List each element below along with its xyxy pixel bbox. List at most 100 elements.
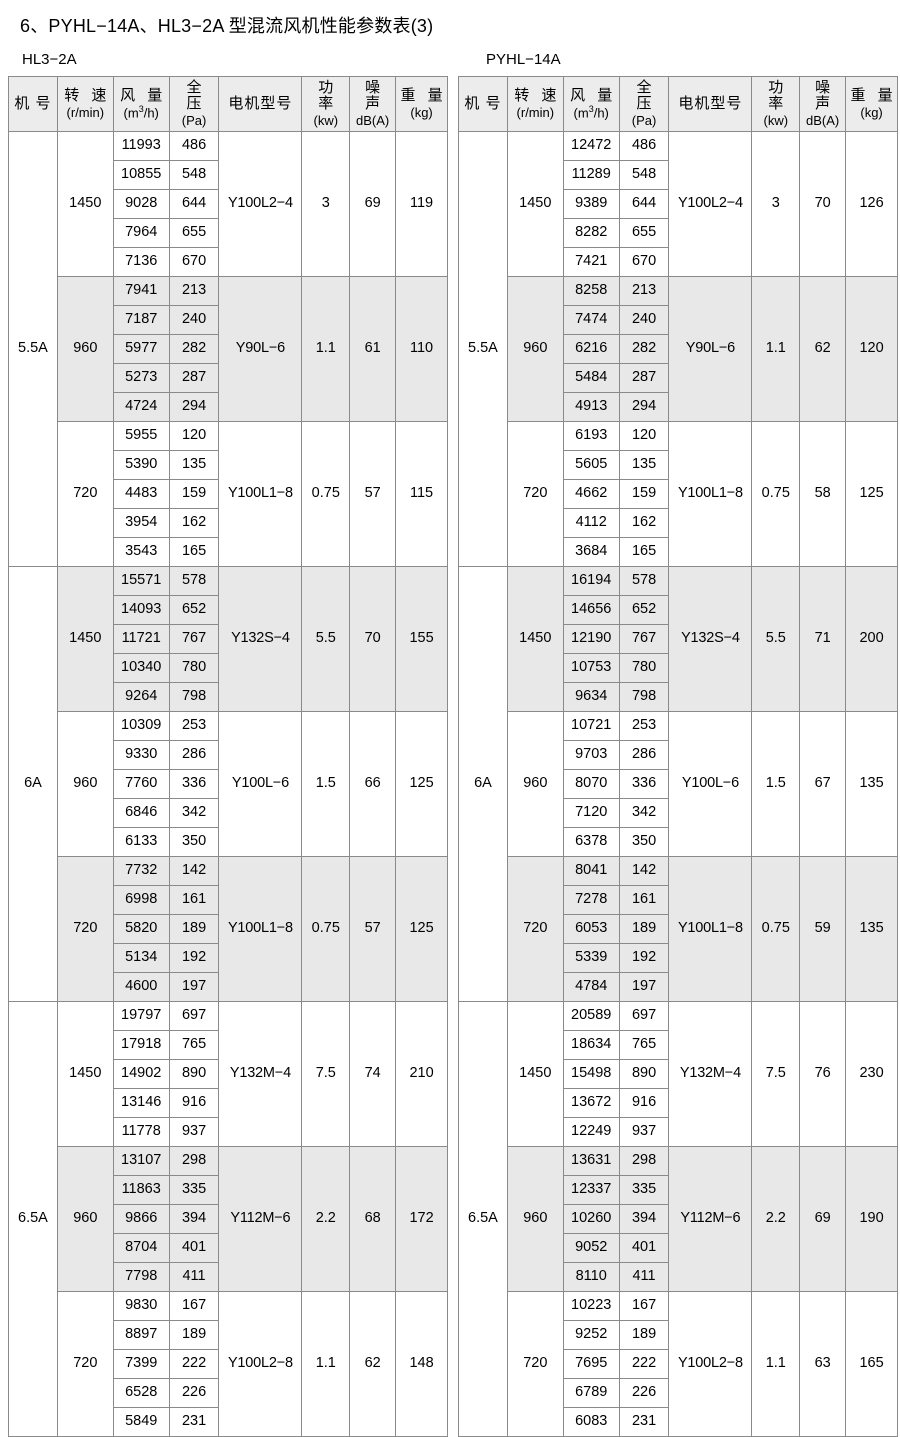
cell-pressure: 342 [168, 798, 220, 828]
col-header-label-power: 功 率 [318, 79, 338, 113]
cell-pressure: 411 [618, 1262, 670, 1292]
col-header-power: 功 率 (kw) [751, 76, 801, 132]
cell-flow: 9252 [562, 1320, 620, 1350]
table-row: 960 10721 253 Y100L−6 1.5 67 135 [459, 711, 898, 857]
cell-pressure: 222 [618, 1349, 670, 1379]
cell-weight: 210 [395, 1001, 448, 1147]
cell-flow: 6528 [112, 1378, 170, 1408]
cell-pressure: 655 [618, 218, 670, 248]
cell-pressure: 890 [618, 1059, 670, 1089]
cell-pressure: 394 [168, 1204, 220, 1234]
cell-pressure: 335 [618, 1175, 670, 1205]
cell-weight: 115 [395, 421, 448, 567]
cell-noise: 63 [799, 1291, 847, 1437]
table-row: 12337 335 [459, 1175, 898, 1205]
table-row: 5605 135 [459, 450, 898, 480]
cell-flow: 5820 [112, 914, 170, 944]
cell-pressure: 937 [618, 1117, 670, 1147]
cell-motor-type: Y90L−6 [668, 276, 753, 422]
cell-flow: 6216 [562, 334, 620, 364]
cell-flow: 12249 [562, 1117, 620, 1147]
fan-performance-table: 机 号转 速 (r/min) 风 量 (m3/h) 全 压 (Pa) 电机型号功 率 (kw)… [8, 76, 448, 1437]
cell-noise: 74 [349, 1001, 397, 1147]
table-row: 14093 652 [9, 595, 448, 625]
cell-pressure: 394 [618, 1204, 670, 1234]
cell-flow: 6998 [112, 885, 170, 915]
cell-flow: 8110 [562, 1262, 620, 1292]
table-caption: PYHL−14A [486, 51, 561, 68]
cell-pressure: 165 [168, 537, 220, 567]
cell-pressure: 120 [168, 421, 220, 451]
cell-pressure: 192 [168, 943, 220, 973]
cell-pressure: 350 [618, 827, 670, 857]
cell-pressure: 765 [168, 1030, 220, 1060]
cell-motor-type: Y100L1−8 [668, 421, 753, 567]
cell-noise: 69 [799, 1146, 847, 1292]
table-row: 4913 294 [459, 392, 898, 422]
cell-noise: 76 [799, 1001, 847, 1147]
table-row: 5820 189 [9, 914, 448, 944]
cell-pressure: 578 [168, 566, 220, 596]
cell-pressure: 655 [168, 218, 220, 248]
col-header-motor_type: 电机型号 [218, 76, 303, 132]
cell-flow: 5605 [562, 450, 620, 480]
cell-pressure: 411 [168, 1262, 220, 1292]
cell-flow: 4112 [562, 508, 620, 538]
col-header-label-speed: 转 速 [514, 87, 561, 105]
cell-motor-type: Y100L2−4 [218, 131, 303, 277]
cell-speed: 1450 [56, 131, 114, 277]
cell-weight: 120 [845, 276, 898, 422]
table-header-row: 机 号转 速 (r/min) 风 量 (m3/h) 全 压 (Pa) 电机型号功 率 (kw)… [458, 76, 898, 132]
cell-flow: 7474 [562, 305, 620, 335]
table-row: 8282 655 [459, 218, 898, 248]
cell-motor-type: Y100L2−4 [668, 131, 753, 277]
cell-pressure: 189 [168, 914, 220, 944]
col-header-unit-speed: (r/min) [516, 105, 555, 121]
cell-pressure: 282 [618, 334, 670, 364]
table-row: 6.5A 1450 19797 697 Y132M−4 7.5 74 210 [8, 1001, 448, 1437]
fan-performance-table: 机 号转 速 (r/min) 风 量 (m3/h) 全 压 (Pa) 电机型号功 率 (kw)… [458, 76, 898, 1437]
cell-flow: 11863 [112, 1175, 170, 1205]
cell-pressure: 159 [618, 479, 670, 509]
cell-pressure: 548 [168, 160, 220, 190]
cell-flow: 11993 [112, 131, 170, 161]
cell-pressure: 670 [618, 247, 670, 277]
cell-motor-type: Y112M−6 [218, 1146, 303, 1292]
cell-power: 0.75 [301, 421, 351, 567]
cell-pressure: 287 [618, 363, 670, 393]
col-header-flow: 风 量 (m3/h) [112, 76, 170, 132]
cell-power: 0.75 [301, 856, 351, 1002]
table-row: 5.5A 1450 11993 486 Y100L2−4 3 69 119 [8, 131, 448, 567]
table-row: 960 10309 253 Y100L−6 1.5 66 125 [9, 711, 448, 857]
cell-pressure: 486 [168, 131, 220, 161]
cell-pressure: 287 [168, 363, 220, 393]
table-row: 11863 335 [9, 1175, 448, 1205]
cell-speed: 720 [56, 1291, 114, 1437]
table-row: 15498 890 [459, 1059, 898, 1089]
cell-pressure: 226 [618, 1378, 670, 1408]
table-row: 4784 197 [459, 972, 898, 1002]
cell-weight: 135 [845, 856, 898, 1002]
cell-noise: 57 [349, 421, 397, 567]
table-row: 6133 350 [9, 827, 448, 857]
cell-pressure: 189 [168, 1320, 220, 1350]
table-row: 720 10223 167 Y100L2−8 1.1 63 165 [459, 1291, 898, 1437]
cell-flow: 10753 [562, 653, 620, 683]
cell-flow: 8897 [112, 1320, 170, 1350]
cell-pressure: 197 [168, 972, 220, 1002]
cell-pressure: 161 [168, 885, 220, 915]
table-row: 9703 286 [459, 740, 898, 770]
cell-noise: 71 [799, 566, 847, 712]
table-row: 10753 780 [459, 653, 898, 683]
cell-pressure: 798 [618, 682, 670, 712]
cell-speed: 1450 [56, 566, 114, 712]
cell-flow: 9052 [562, 1233, 620, 1263]
cell-flow: 6846 [112, 798, 170, 828]
cell-noise: 70 [799, 131, 847, 277]
col-header-label-model_no: 机 号 [14, 95, 52, 112]
cell-pressure: 286 [168, 740, 220, 770]
cell-flow: 4913 [562, 392, 620, 422]
col-header-pressure: 全 压 (Pa) [168, 76, 220, 132]
cell-weight: 110 [395, 276, 448, 422]
col-header-label-motor_type: 电机型号 [678, 95, 743, 112]
